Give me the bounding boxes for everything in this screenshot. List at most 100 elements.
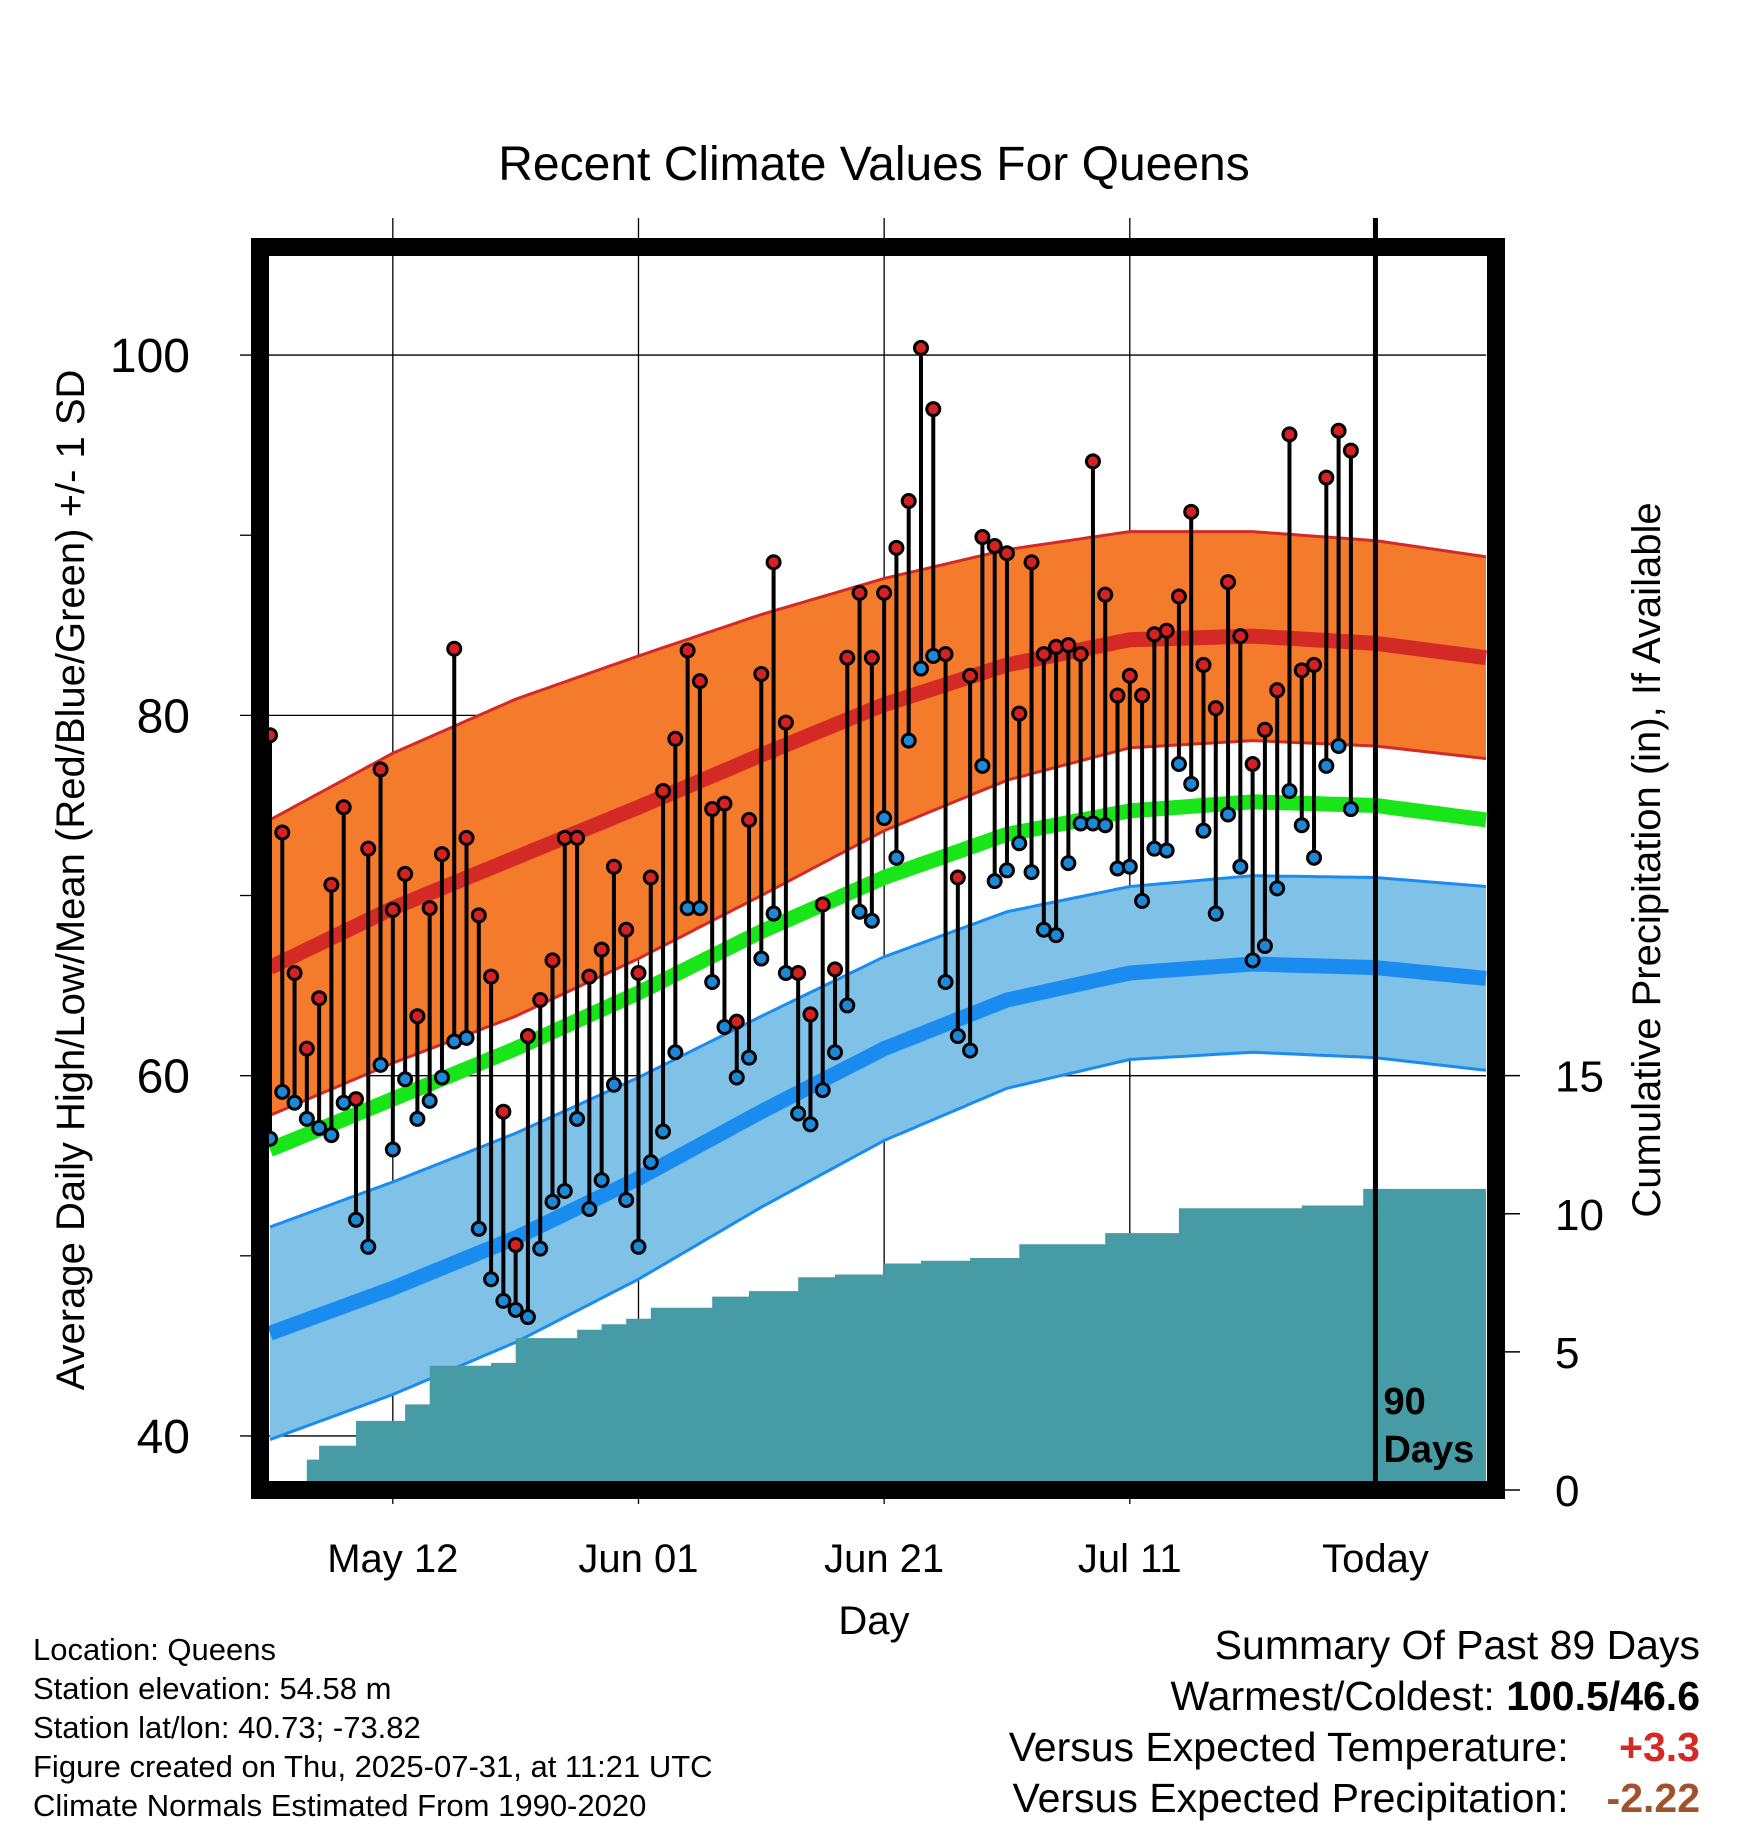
daily-high-point [1121,667,1138,684]
daily-high-point [495,1103,512,1120]
today-marker-group: 90 Days [1372,218,1474,1482]
temp-anomaly-label: Versus Expected Temperature: [1008,1724,1569,1770]
daily-high-point [839,649,856,666]
daily-low-point [372,1056,389,1073]
normal-bands [266,530,1487,1442]
daily-low-point [593,1172,610,1189]
daily-low-point [311,1119,328,1136]
daily-low-point [458,1029,475,1046]
daily-high-point [728,1013,745,1030]
daily-low-point [618,1191,635,1208]
chart-title: Recent Climate Values For Queens [498,138,1249,191]
daily-low-point [888,849,905,866]
daily-high-point [274,824,291,841]
high-band-upper-edge [269,530,1487,822]
daily-low-point [655,1123,672,1140]
daily-high-point [974,529,991,546]
x-tick-label: Jun 01 [578,1537,698,1581]
daily-high-point [925,401,942,418]
daily-high-point [1207,700,1224,717]
daily-low-point [765,905,782,922]
y-axis-label: Average Daily High/Low/Mean (Red/Blue/Gr… [49,370,93,1391]
daily-low-point [1048,927,1065,944]
high-sd-band [270,531,1486,1116]
normal-low-line [267,956,1487,1341]
daily-low-point [900,732,917,749]
daily-high-point [741,811,758,828]
daily-high-point [1244,756,1261,773]
daily-high-point [1060,637,1077,654]
y-tick-label: 100 [110,330,190,383]
today-label-days-word: Days [1383,1429,1474,1471]
y2-axis-label: Cumulative Precipitation (in), If Availa… [1625,502,1669,1217]
daily-high-point [335,799,352,816]
daily-high-point [863,649,880,666]
daily-low-point [397,1071,414,1088]
warm-cold-label: Warmest/Coldest: [1170,1673,1495,1719]
daily-low-point [1269,880,1286,897]
daily-low-point [569,1110,586,1127]
daily-high-point [851,584,868,601]
daily-high-point [667,730,684,747]
y-tick-label: 80 [137,690,190,743]
summary-temperature: Versus Expected Temperature: +3.3 [1009,1722,1700,1773]
daily-high-point [1084,453,1101,470]
daily-low-point [962,1042,979,1059]
daily-high-point [593,941,610,958]
info-location: Location: Queens [33,1632,277,1667]
daily-low-point [1097,817,1114,834]
daily-high-point [998,545,1015,562]
daily-low-point [1023,864,1040,881]
daily-low-point [741,1049,758,1066]
daily-high-point [298,1040,315,1057]
daily-high-point [569,829,586,846]
daily-low-point [409,1110,426,1127]
daily-low-point [1306,849,1323,866]
daily-high-point [876,584,893,601]
daily-low-point [470,1220,487,1237]
daily-low-point [1232,858,1249,875]
daily-low-point [728,1069,745,1086]
daily-high-point [814,896,831,913]
daily-low-point [667,1044,684,1061]
daily-high-point [1109,687,1126,704]
daily-low-point [286,1094,303,1111]
y-tick-label: 40 [137,1411,190,1464]
daily-high-point [1023,554,1040,571]
daily-high-point [1318,469,1335,486]
daily-low-point [1244,952,1261,969]
daily-high-point [1097,586,1114,603]
info-latlon: Station lat/lon: 40.73; -73.82 [33,1710,421,1745]
x-tick-label: May 12 [327,1537,458,1581]
daily-high-point [532,992,549,1009]
daily-low-point [851,903,868,920]
summary-panel: Summary Of Past 89 Days Warmest/Coldest:… [1009,1620,1700,1824]
daily-low-point [642,1154,659,1171]
precip-area-group [270,1188,1486,1482]
daily-low-point [1281,783,1298,800]
daily-high-point [1330,422,1347,439]
daily-low-point [507,1301,524,1318]
daily-high-point [777,714,794,731]
x-tick-label: Jul 11 [1078,1537,1182,1581]
daily-low-point [937,973,954,990]
daily-low-point [347,1211,364,1228]
y2-tick-label: 0 [1555,1467,1579,1516]
daily-high-point [912,339,929,356]
daily-observations [262,339,1359,1326]
daily-high-point [827,961,844,978]
daily-low-point [384,1141,401,1158]
daily-high-point [421,900,438,917]
daily-low-point [581,1200,598,1217]
daily-low-point [691,900,708,917]
summary-warm-cold: Warmest/Coldest: 100.5/46.6 [1009,1671,1700,1722]
summary-title: Summary Of Past 89 Days [1214,1622,1700,1668]
daily-high-point [519,1028,536,1045]
daily-low-point [630,1238,647,1255]
daily-high-point [1269,682,1286,699]
daily-low-point [1011,835,1028,852]
daily-low-point [605,1076,622,1093]
daily-low-point [532,1240,549,1257]
daily-high-point [1195,656,1212,673]
